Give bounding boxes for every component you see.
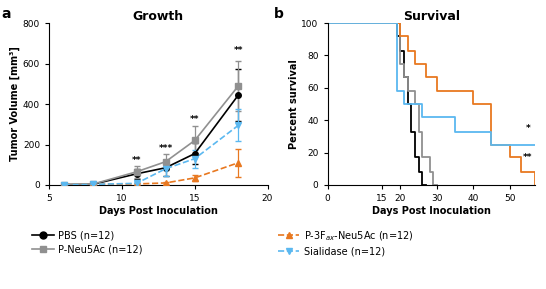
Text: a: a bbox=[1, 7, 10, 21]
Text: *: * bbox=[525, 124, 530, 133]
X-axis label: Days Post Inoculation: Days Post Inoculation bbox=[99, 206, 218, 216]
Text: **: ** bbox=[132, 156, 141, 165]
Text: ***: *** bbox=[158, 144, 173, 153]
Text: **: ** bbox=[234, 47, 243, 55]
Y-axis label: Tumor Volume [mm³]: Tumor Volume [mm³] bbox=[10, 47, 20, 162]
Title: Survival: Survival bbox=[403, 10, 460, 23]
Title: Growth: Growth bbox=[133, 10, 184, 23]
Y-axis label: Percent survival: Percent survival bbox=[288, 59, 299, 149]
X-axis label: Days Post Inoculation: Days Post Inoculation bbox=[372, 206, 491, 216]
Text: **: ** bbox=[190, 115, 199, 124]
Text: b: b bbox=[274, 7, 283, 21]
Legend: P-3F$_{ax}$-Neu5Ac (n=12), Sialidase (n=12): P-3F$_{ax}$-Neu5Ac (n=12), Sialidase (n=… bbox=[278, 229, 414, 257]
Text: **: ** bbox=[523, 153, 532, 162]
